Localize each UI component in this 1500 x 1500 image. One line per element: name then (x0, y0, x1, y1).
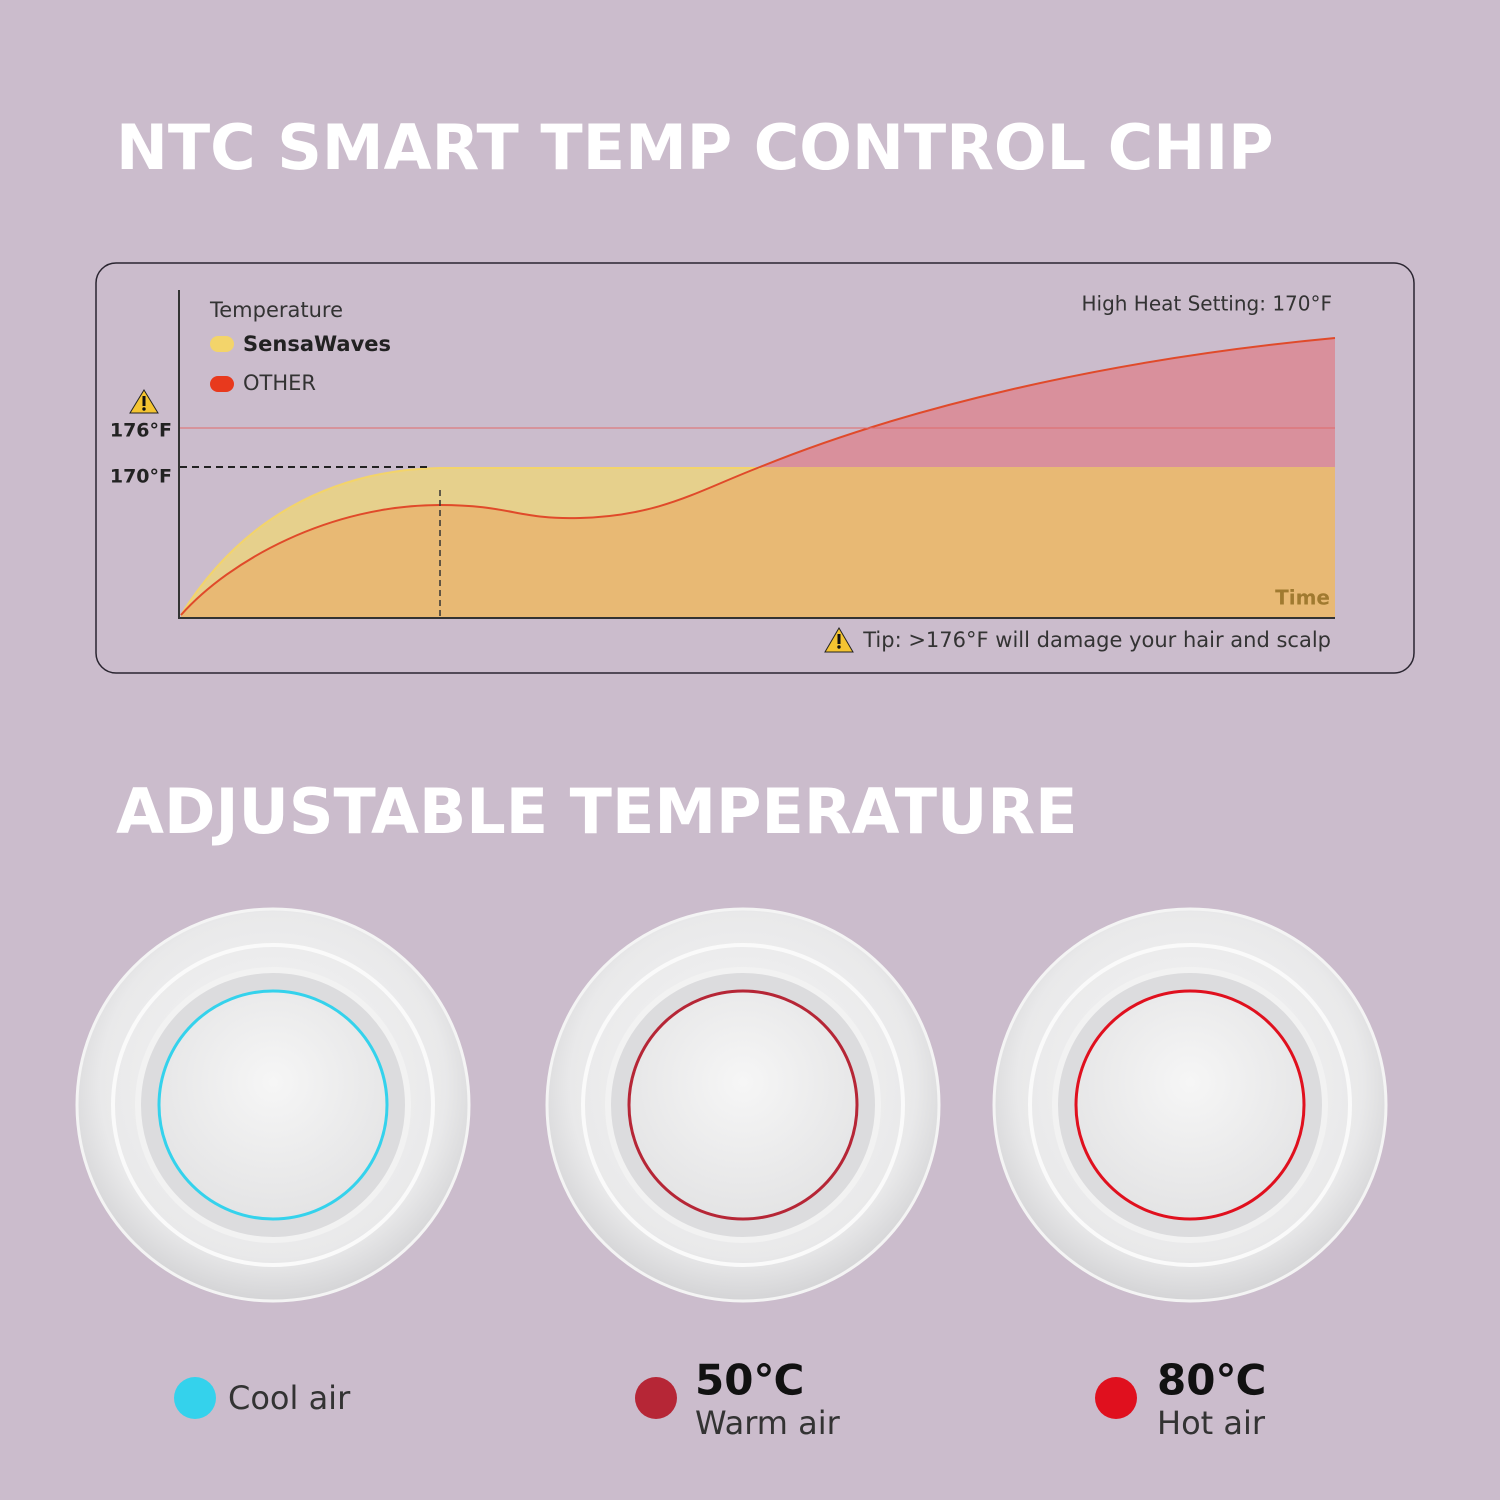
overlap-area (181, 467, 1335, 618)
tick-label: 176°F (110, 420, 172, 442)
warning-icon (129, 389, 159, 414)
mode-temp: 50℃ (695, 1356, 804, 1405)
mode-name: Warm air (695, 1404, 841, 1442)
mode-dot (1095, 1377, 1137, 1419)
tick-label: 170°F (110, 466, 172, 488)
dial-ring (581, 943, 905, 1267)
dial-button (157, 989, 389, 1221)
legend-swatch (210, 336, 234, 352)
tip: Tip: >176°F will damage your hair and sc… (862, 628, 1331, 652)
y-axis-label: Temperature (209, 298, 343, 322)
chart-frame (95, 262, 1415, 674)
mode-dot (635, 1377, 677, 1419)
dial-button (1074, 989, 1306, 1221)
mode-name: Cool air (228, 1379, 351, 1417)
setting-note: High Heat Setting: 170°F (1081, 292, 1332, 316)
other-line (180, 337, 1336, 616)
warning-icon (824, 627, 854, 653)
legend-label: SensaWaves (243, 332, 391, 356)
dial-button (627, 989, 859, 1221)
sensawaves-line (180, 467, 760, 616)
legend-swatch (210, 376, 234, 392)
mode-dot (174, 1377, 216, 1419)
dial-ring (111, 943, 435, 1267)
section-title: ADJUSTABLE TEMPERATURE (116, 775, 1077, 848)
mode-temp: 80℃ (1157, 1356, 1266, 1405)
mode-name: Hot air (1157, 1404, 1266, 1442)
section-title: NTC SMART TEMP CONTROL CHIP (116, 111, 1274, 184)
dial-ring (1028, 943, 1352, 1267)
x-axis-label: Time (1275, 586, 1330, 610)
legend-label: OTHER (243, 371, 316, 395)
